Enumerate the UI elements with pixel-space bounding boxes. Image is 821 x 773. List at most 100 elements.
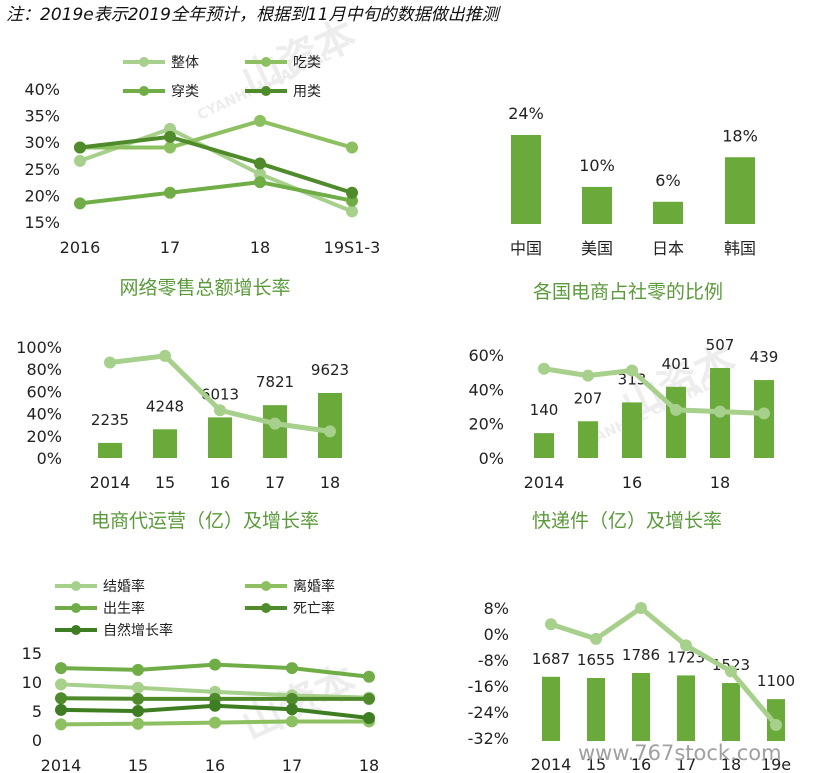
- data-point: [132, 717, 144, 730]
- x-tick-label: 16: [210, 473, 230, 492]
- data-point: [363, 692, 375, 705]
- legend-label: 离婚率: [293, 578, 335, 595]
- legend-marker: [71, 603, 81, 613]
- data-point: [104, 356, 116, 369]
- x-tick-label: 15: [155, 473, 175, 492]
- data-point: [324, 425, 336, 438]
- legend-marker: [261, 86, 271, 96]
- bar: [632, 673, 650, 741]
- y-tick-label: 30%: [24, 133, 60, 152]
- data-point: [55, 718, 67, 731]
- x-tick-label: 16: [622, 473, 642, 492]
- data-point: [132, 705, 144, 717]
- x-tick-label: 中国: [510, 239, 542, 258]
- bar: [578, 421, 598, 458]
- y-tick-label: 20%: [26, 427, 62, 446]
- bar-value-label: 24%: [508, 104, 544, 123]
- y-tick-label: 20%: [468, 415, 504, 434]
- x-tick-label: 17: [282, 756, 302, 773]
- x-tick-label: 17: [265, 473, 285, 492]
- legend-label: 吃类: [293, 55, 321, 71]
- x-tick-label: 韩国: [724, 239, 756, 258]
- bar-value-label: 1100: [757, 672, 795, 690]
- watermark-url: www.767stock.com: [578, 741, 782, 765]
- bar: [653, 201, 683, 224]
- x-tick-label: 18: [320, 473, 340, 492]
- y-tick-label: 10: [22, 673, 42, 692]
- x-tick-label: 2014: [531, 755, 572, 773]
- bar-value-label: 140: [530, 401, 559, 419]
- x-tick-label: 2014: [524, 473, 565, 492]
- x-tick-label: 2014: [90, 473, 131, 492]
- data-point: [770, 719, 782, 731]
- bar: [582, 186, 612, 224]
- y-tick-label: 0: [32, 731, 42, 750]
- data-point: [132, 681, 144, 694]
- x-tick-label: 19S1-3: [324, 238, 381, 257]
- data-point: [635, 602, 647, 614]
- legend-marker: [261, 603, 271, 613]
- data-point: [55, 703, 67, 716]
- legend-marker: [261, 57, 271, 67]
- bar-value-label: 439: [750, 348, 779, 366]
- data-point: [74, 141, 86, 154]
- legend-label: 死亡率: [293, 600, 335, 617]
- bar-value-label: 4248: [146, 397, 184, 415]
- y-tick-label: 40%: [24, 80, 60, 99]
- y-tick-label: -32%: [468, 729, 509, 748]
- data-point: [269, 417, 281, 430]
- x-tick-label: 2014: [41, 756, 82, 773]
- growth-line: [543, 366, 765, 416]
- data-point: [209, 716, 221, 729]
- legend-marker: [71, 581, 81, 591]
- data-point: [582, 369, 594, 382]
- series-line-1: [80, 118, 353, 150]
- bar: [98, 442, 122, 458]
- bar-value-label: 10%: [579, 156, 615, 175]
- data-point: [363, 711, 375, 724]
- x-tick-label: 美国: [581, 239, 613, 258]
- data-point: [758, 407, 770, 420]
- y-tick-label: 60%: [468, 346, 504, 365]
- y-tick-label: -8%: [478, 651, 509, 670]
- chart-title: 各国电商占社零的比例: [533, 281, 723, 303]
- legend-marker: [139, 57, 149, 67]
- y-tick-label: -24%: [468, 703, 509, 722]
- data-point: [132, 663, 144, 676]
- legend-label: 用类: [293, 84, 321, 100]
- bar-value-label: 9623: [311, 361, 349, 379]
- bar: [534, 433, 554, 458]
- chart-ecommerce-operation: 223542486013782196230%20%40%60%80%100%20…: [16, 338, 349, 532]
- bar: [542, 676, 560, 741]
- data-point: [286, 715, 298, 728]
- y-tick-label: 35%: [24, 107, 60, 126]
- x-tick-label: 17: [160, 238, 180, 257]
- data-point: [346, 205, 358, 218]
- y-tick-label: -16%: [468, 677, 509, 696]
- bar: [587, 677, 605, 741]
- legend-label: 出生率: [103, 600, 145, 617]
- chart-title: 快递件（亿）及增长率: [532, 510, 722, 532]
- data-point: [74, 197, 86, 210]
- bar-value-label: 1687: [532, 650, 570, 668]
- data-point: [670, 403, 682, 416]
- chart-title: 网络零售总额增长率: [119, 277, 290, 299]
- bar-value-label: 1655: [577, 651, 615, 669]
- data-point: [55, 662, 67, 675]
- bar-value-label: 1786: [622, 646, 660, 664]
- data-point: [254, 114, 266, 127]
- bar: [666, 386, 686, 458]
- bar: [208, 417, 232, 458]
- bar-value-label: 207: [574, 389, 603, 407]
- bar-value-label: 7821: [256, 373, 294, 391]
- data-point: [545, 618, 557, 631]
- bar: [622, 402, 642, 458]
- bar-value-label: 18%: [722, 126, 758, 145]
- bar: [677, 675, 695, 741]
- data-point: [725, 665, 737, 678]
- data-point: [680, 639, 692, 652]
- y-tick-label: 15: [22, 644, 42, 663]
- bar: [722, 683, 740, 741]
